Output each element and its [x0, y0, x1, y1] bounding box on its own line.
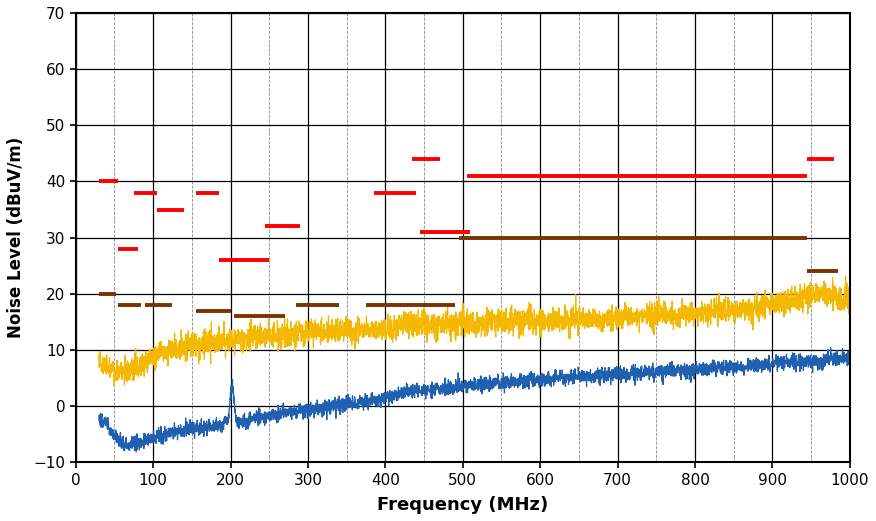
Y-axis label: Noise Level (dBuV/m): Noise Level (dBuV/m): [7, 137, 25, 338]
X-axis label: Frequency (MHz): Frequency (MHz): [378, 496, 548, 514]
